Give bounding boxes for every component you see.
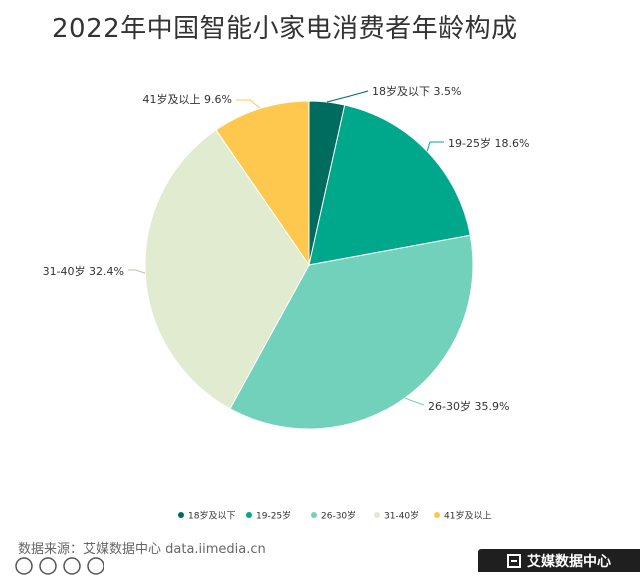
leader-line-5 [236, 99, 261, 109]
legend-label: 41岁及以上 [444, 510, 491, 522]
legend-item-5: 41岁及以上 [434, 510, 491, 522]
slice-label-3: 26-30岁 35.9% [428, 399, 509, 413]
legend-swatch [374, 512, 380, 518]
slice-label-4: 31-40岁 32.4% [43, 264, 124, 278]
legend-label: 26-30岁 [321, 510, 356, 522]
legend-item-4: 31-40岁 [374, 510, 419, 522]
pie-slice-5 [215, 100, 310, 267]
legend-swatch [246, 512, 252, 518]
brand-name: 艾媒数据中心 [527, 553, 611, 570]
brand-logo-icon [507, 553, 521, 568]
pie-slice-3 [229, 234, 474, 430]
slice-label-1: 18岁及以下 3.5% [372, 84, 461, 98]
legend-item-3: 26-30岁 [311, 510, 356, 522]
leader-line-2 [426, 141, 444, 152]
slice-label-5: 41岁及以上 9.6% [143, 92, 232, 106]
leader-line-1 [326, 90, 369, 103]
legend-item-2: 19-25岁 [246, 510, 291, 522]
leader-line-3 [404, 397, 425, 406]
legend-swatch [434, 512, 440, 518]
pie-slice-4 [144, 129, 310, 410]
legend-swatch [178, 512, 184, 518]
pie-slice-2 [308, 104, 471, 266]
slice-label-2: 19-25岁 18.6% [448, 136, 529, 150]
legend-label: 18岁及以下 [188, 510, 235, 522]
legend-item-1: 18岁及以下 [178, 510, 235, 522]
brand-badge: 艾媒数据中心 [478, 549, 640, 572]
legend-label: 31-40岁 [384, 510, 419, 522]
legend-swatch [311, 512, 317, 518]
leader-line-4 [128, 269, 146, 274]
data-source-note: 数据来源：艾媒数据中心 data.iimedia.cn [18, 542, 266, 557]
legend-label: 19-25岁 [256, 510, 291, 522]
chart-title: 2022年中国智能小家电消费者年龄构成 [52, 14, 518, 44]
license-icons [15, 557, 104, 575]
